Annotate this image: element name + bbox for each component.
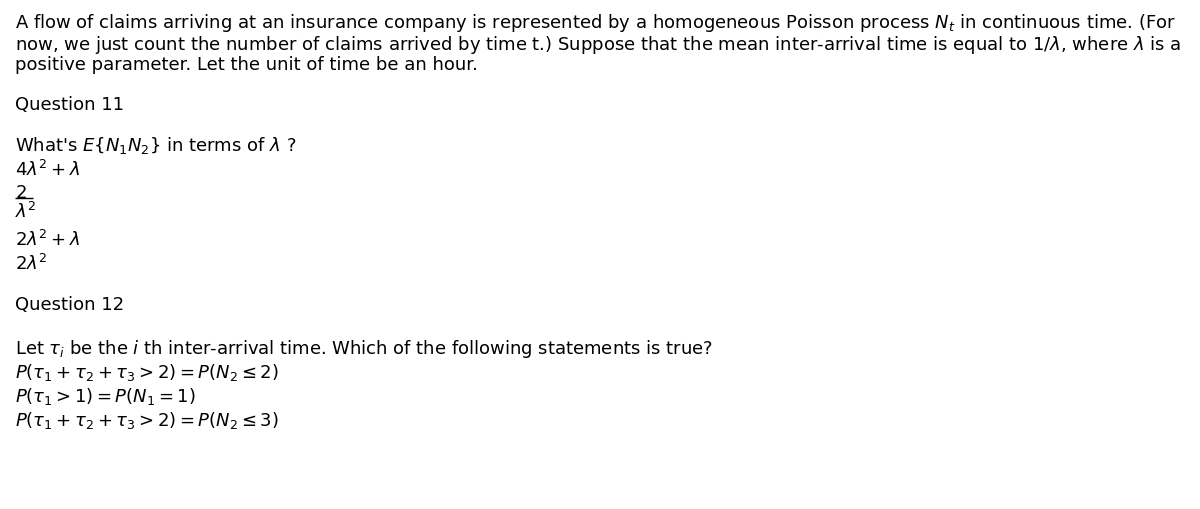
- Text: $2\lambda^2 + \lambda$: $2\lambda^2 + \lambda$: [14, 230, 80, 249]
- Text: Question 11: Question 11: [14, 95, 124, 114]
- Text: $P(\tau_1 + \tau_2 + \tau_3 > 2) = P(N_2 \leq 2)$: $P(\tau_1 + \tau_2 + \tau_3 > 2) = P(N_2…: [14, 361, 278, 382]
- Text: $P(\tau_1 > 1) = P(N_1 = 1)$: $P(\tau_1 > 1) = P(N_1 = 1)$: [14, 385, 196, 406]
- Text: A flow of claims arriving at an insurance company is represented by a homogeneou: A flow of claims arriving at an insuranc…: [14, 12, 1176, 34]
- Text: What's $E\{N_1 N_2\}$ in terms of $\lambda$ ?: What's $E\{N_1 N_2\}$ in terms of $\lamb…: [14, 135, 296, 156]
- Text: Let $\tau_i$ be the $i$ th inter-arrival time. Which of the following statements: Let $\tau_i$ be the $i$ th inter-arrival…: [14, 337, 713, 359]
- Text: positive parameter. Let the unit of time be an hour.: positive parameter. Let the unit of time…: [14, 56, 478, 74]
- Text: $4\lambda^2 + \lambda$: $4\lambda^2 + \lambda$: [14, 159, 80, 179]
- Text: now, we just count the number of claims arrived by time t.) Suppose that the mea: now, we just count the number of claims …: [14, 34, 1181, 56]
- Text: $2\lambda^2$: $2\lambda^2$: [14, 253, 47, 273]
- Text: $2$: $2$: [14, 183, 26, 201]
- Text: $P(\tau_1 + \tau_2 + \tau_3 > 2) = P(N_2 \leq 3)$: $P(\tau_1 + \tau_2 + \tau_3 > 2) = P(N_2…: [14, 409, 278, 430]
- Text: Question 12: Question 12: [14, 295, 124, 313]
- Text: $\lambda^2$: $\lambda^2$: [14, 201, 36, 221]
